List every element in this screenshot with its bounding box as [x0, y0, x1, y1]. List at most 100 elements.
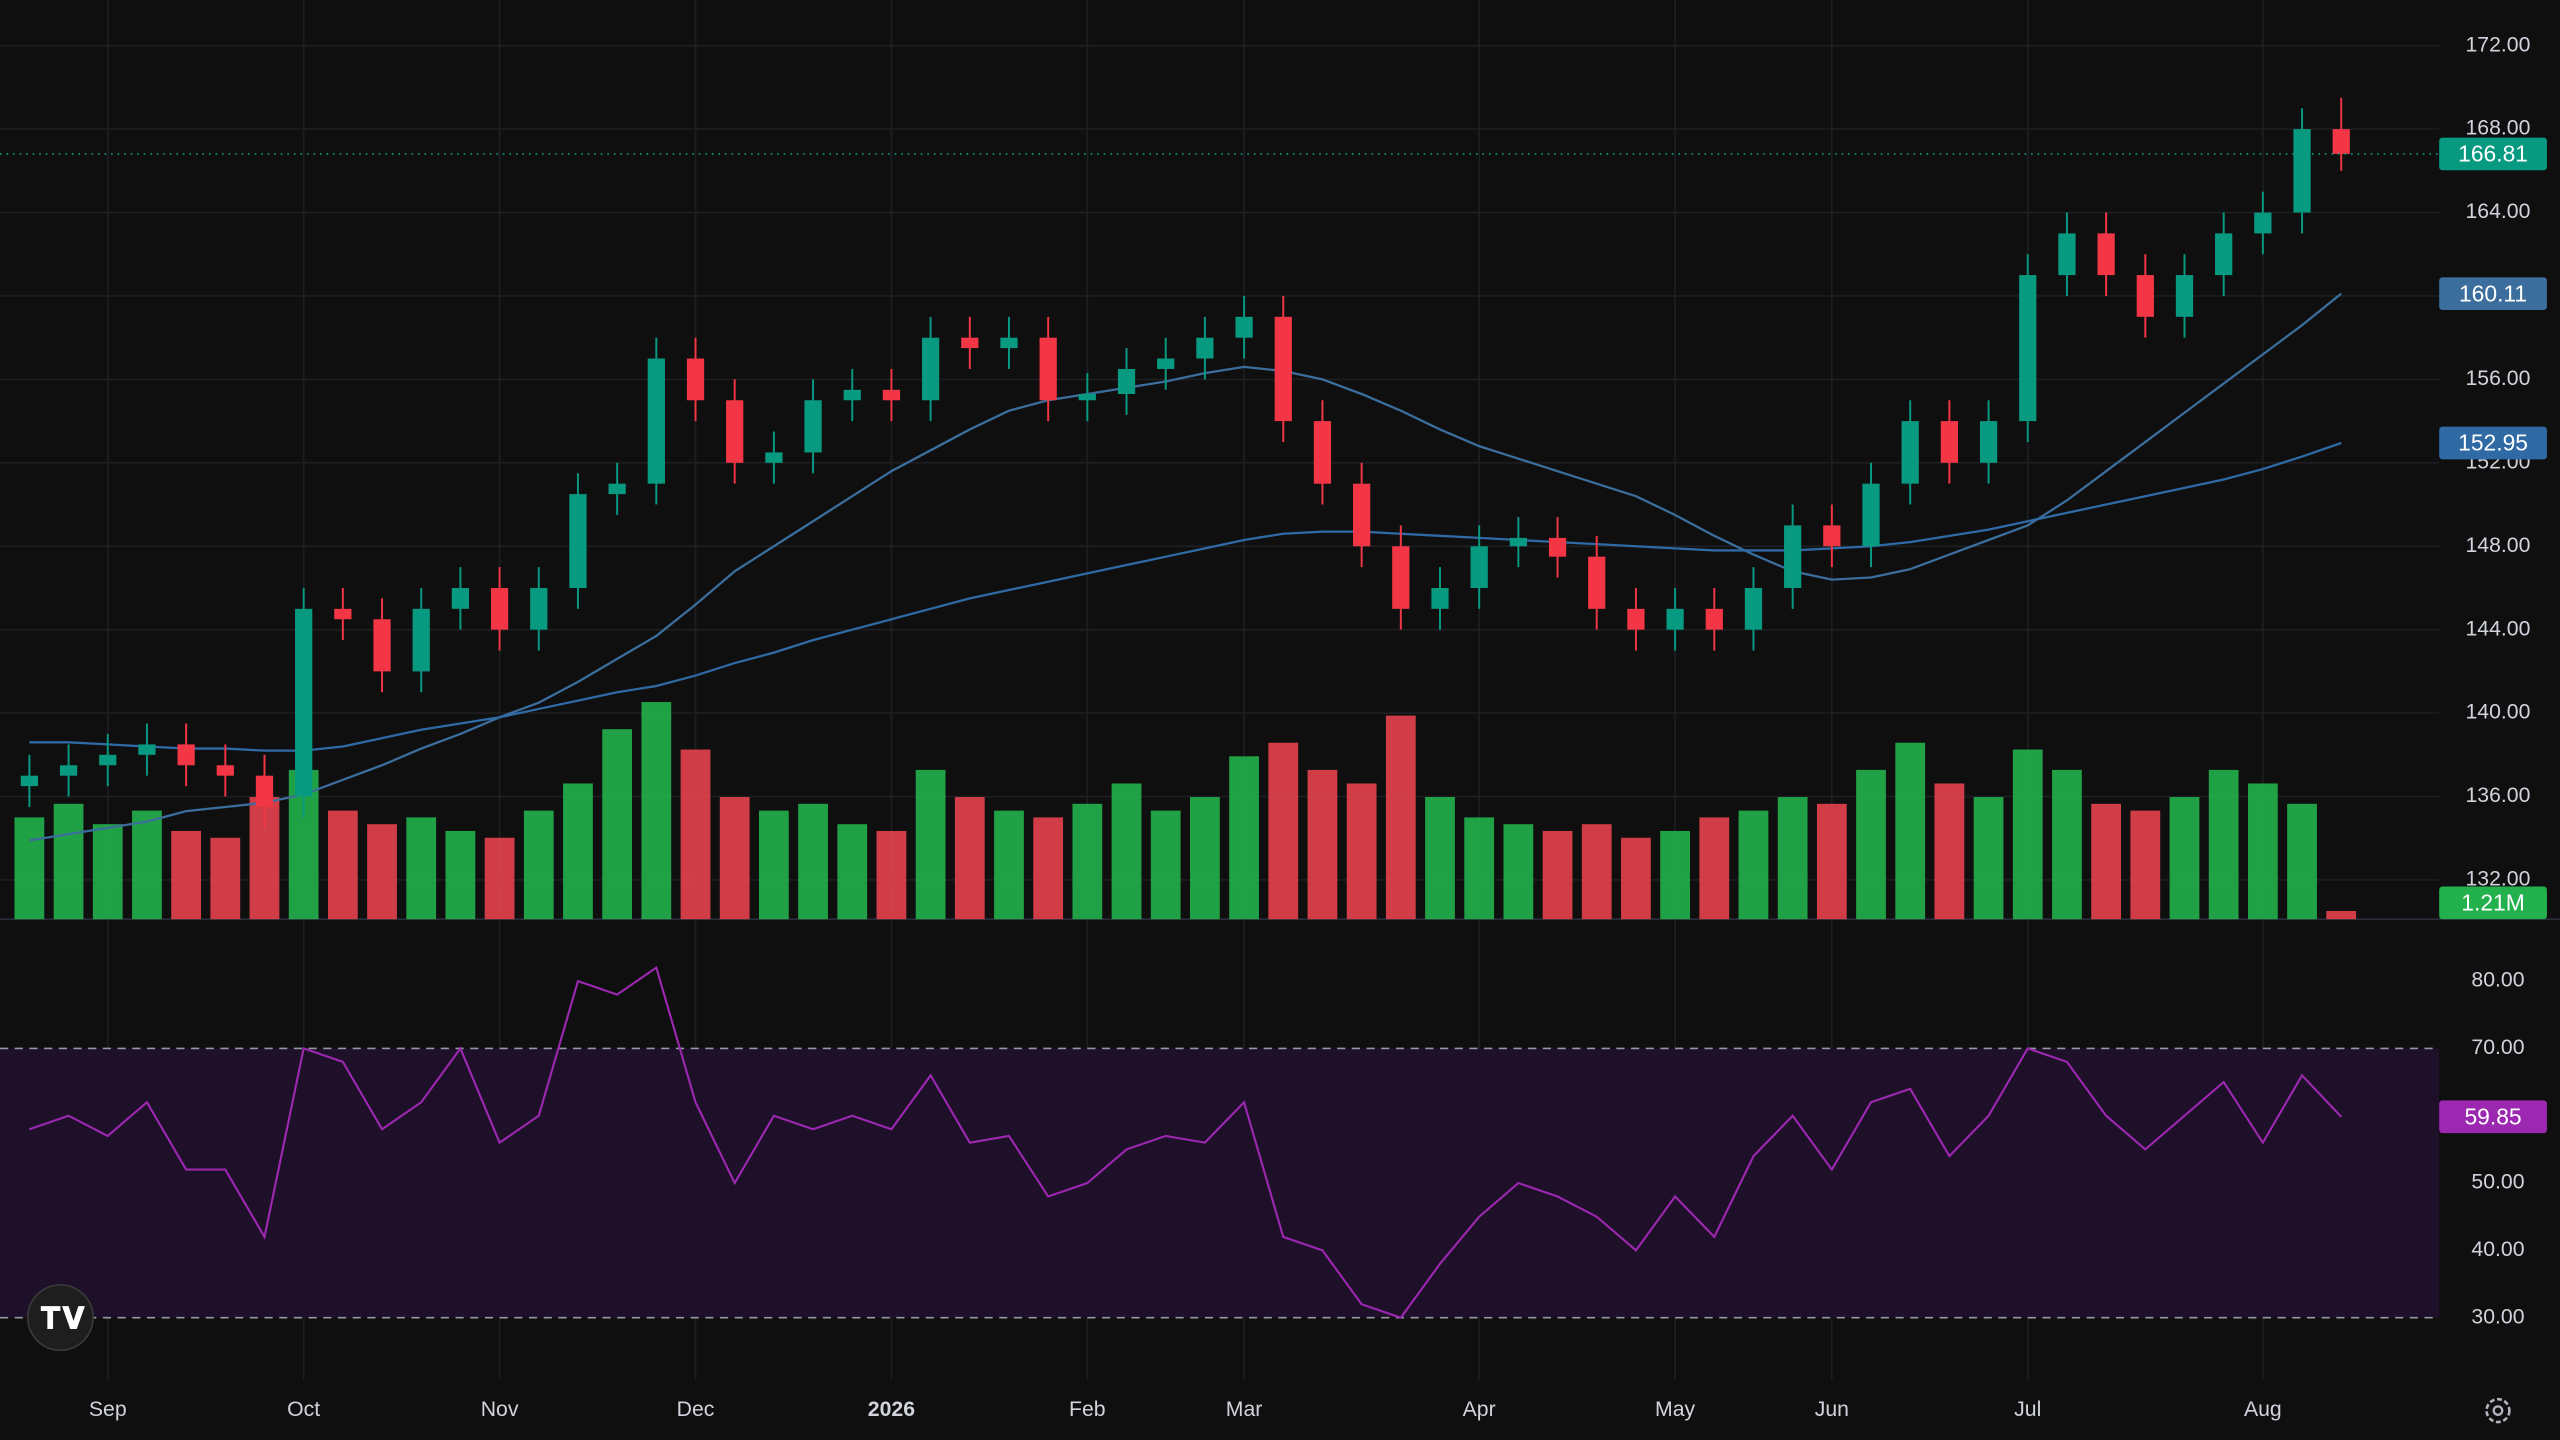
volume-bar [1699, 817, 1730, 920]
candle-body [2097, 233, 2115, 276]
volume-bar [1503, 824, 1534, 920]
x-tick-label: Apr [1463, 1398, 1496, 1421]
volume-bar [1346, 783, 1377, 920]
y-tick-label: 136.00 [2466, 784, 2531, 807]
candle-body [2215, 233, 2233, 276]
volume-value-label: 1.21M [2461, 890, 2525, 916]
candle-body [608, 483, 626, 495]
candle-body [2136, 275, 2154, 317]
candle-body [1940, 421, 1959, 463]
x-tick-label: Oct [287, 1398, 320, 1421]
candle-body [295, 608, 313, 797]
volume-bar [523, 810, 554, 920]
volume-bar [2052, 769, 2082, 920]
moving-average-value-box [2439, 277, 2547, 310]
rsi-tick-label: 30.00 [2471, 1305, 2524, 1328]
candle-body [2293, 129, 2311, 213]
volume-bar [680, 749, 711, 920]
candle-body [1470, 546, 1488, 588]
candle-body [1353, 483, 1371, 547]
y-tick-label: 140.00 [2466, 701, 2531, 724]
moving-average-line [29, 441, 2342, 752]
candle-body [961, 337, 979, 349]
y-tick-label: 164.00 [2466, 200, 2531, 223]
rsi-line [29, 965, 2342, 1319]
x-tick-label: Dec [677, 1398, 715, 1421]
volume-bar [1738, 810, 1769, 920]
volume-bar [1072, 803, 1103, 920]
volume-bar [2169, 797, 2200, 920]
moving-average-value-box [2439, 426, 2547, 460]
rsi-tick-label: 80.00 [2471, 969, 2524, 992]
candle-body [1744, 587, 1763, 630]
volume-bar [1033, 817, 1064, 920]
candle-body [1979, 421, 1998, 463]
candle-body [2058, 233, 2076, 276]
volume-bar [915, 769, 946, 920]
y-tick-label: 148.00 [2466, 534, 2531, 557]
logo-badge[interactable] [26, 1284, 94, 1352]
candle-body [804, 400, 822, 453]
y-tick-label: 156.00 [2466, 367, 2531, 390]
volume-bar [1111, 783, 1142, 920]
candle-body [1274, 316, 1292, 422]
volume-bar [954, 797, 985, 920]
volume-bar [2208, 769, 2239, 920]
volume-bar [994, 810, 1024, 920]
candle-body [412, 608, 430, 672]
y-tick-label: 144.00 [2466, 617, 2531, 640]
volume-bar [210, 837, 241, 920]
y-tick-label: 168.00 [2466, 117, 2531, 140]
volume-bar [1777, 797, 1808, 920]
volume-bar [1268, 742, 1299, 920]
rsi-tick-label: 70.00 [2471, 1036, 2524, 1059]
candle-body [921, 337, 940, 401]
x-tick-label: 2026 [868, 1398, 915, 1421]
volume-bar [406, 817, 437, 920]
y-tick-label: 132.00 [2466, 868, 2531, 891]
logo[interactable] [26, 1284, 94, 1352]
moving-average-value: 152.95 [2458, 430, 2528, 456]
volume-bar [798, 803, 828, 920]
volume-bar [2012, 749, 2043, 920]
candle-body [1039, 337, 1057, 401]
volume-bar [1229, 756, 1259, 920]
x-tick-label: Feb [1069, 1398, 1106, 1421]
candle-body [177, 744, 195, 766]
volume-bar [14, 817, 45, 920]
volume-bar [367, 824, 397, 920]
gear-outline[interactable] [2485, 1397, 2511, 1424]
rsi-tick-label: 50.00 [2471, 1171, 2524, 1194]
candle-body [2332, 129, 2350, 154]
settings-button[interactable] [2485, 1397, 2511, 1424]
volume-bar [2091, 803, 2122, 920]
volume-bar [53, 803, 84, 920]
candle-body [490, 587, 509, 630]
x-tick-label: Mar [1226, 1398, 1263, 1421]
candle-body [1548, 537, 1567, 557]
volume-value-label-box [2439, 886, 2547, 920]
volume-bar [2287, 803, 2317, 920]
candle-body [373, 619, 391, 672]
volume-bar [132, 810, 162, 920]
candle-body [1313, 421, 1332, 484]
rsi-tick-label: 40.00 [2471, 1238, 2524, 1261]
volume-bar [2326, 910, 2357, 920]
candle-body [765, 452, 783, 463]
candle-body [2019, 275, 2037, 422]
last-price-label-box [2439, 137, 2547, 171]
x-tick-label: Nov [481, 1398, 519, 1421]
x-tick-label: Jul [2014, 1398, 2041, 1421]
candle-body [451, 587, 470, 609]
candle-body [1235, 316, 1253, 338]
volume-bar [837, 824, 868, 920]
volume-bar [2247, 783, 2278, 920]
candle-body [1901, 421, 1919, 484]
candle-body [1196, 337, 1214, 359]
volume-bar [1660, 830, 1690, 920]
volume-bar [641, 702, 672, 920]
rsi-value-label: 59.85 [2464, 1103, 2521, 1129]
x-tick-label: Sep [89, 1398, 127, 1421]
volume-bar [1934, 783, 1965, 920]
volume-bar [1973, 797, 2004, 920]
